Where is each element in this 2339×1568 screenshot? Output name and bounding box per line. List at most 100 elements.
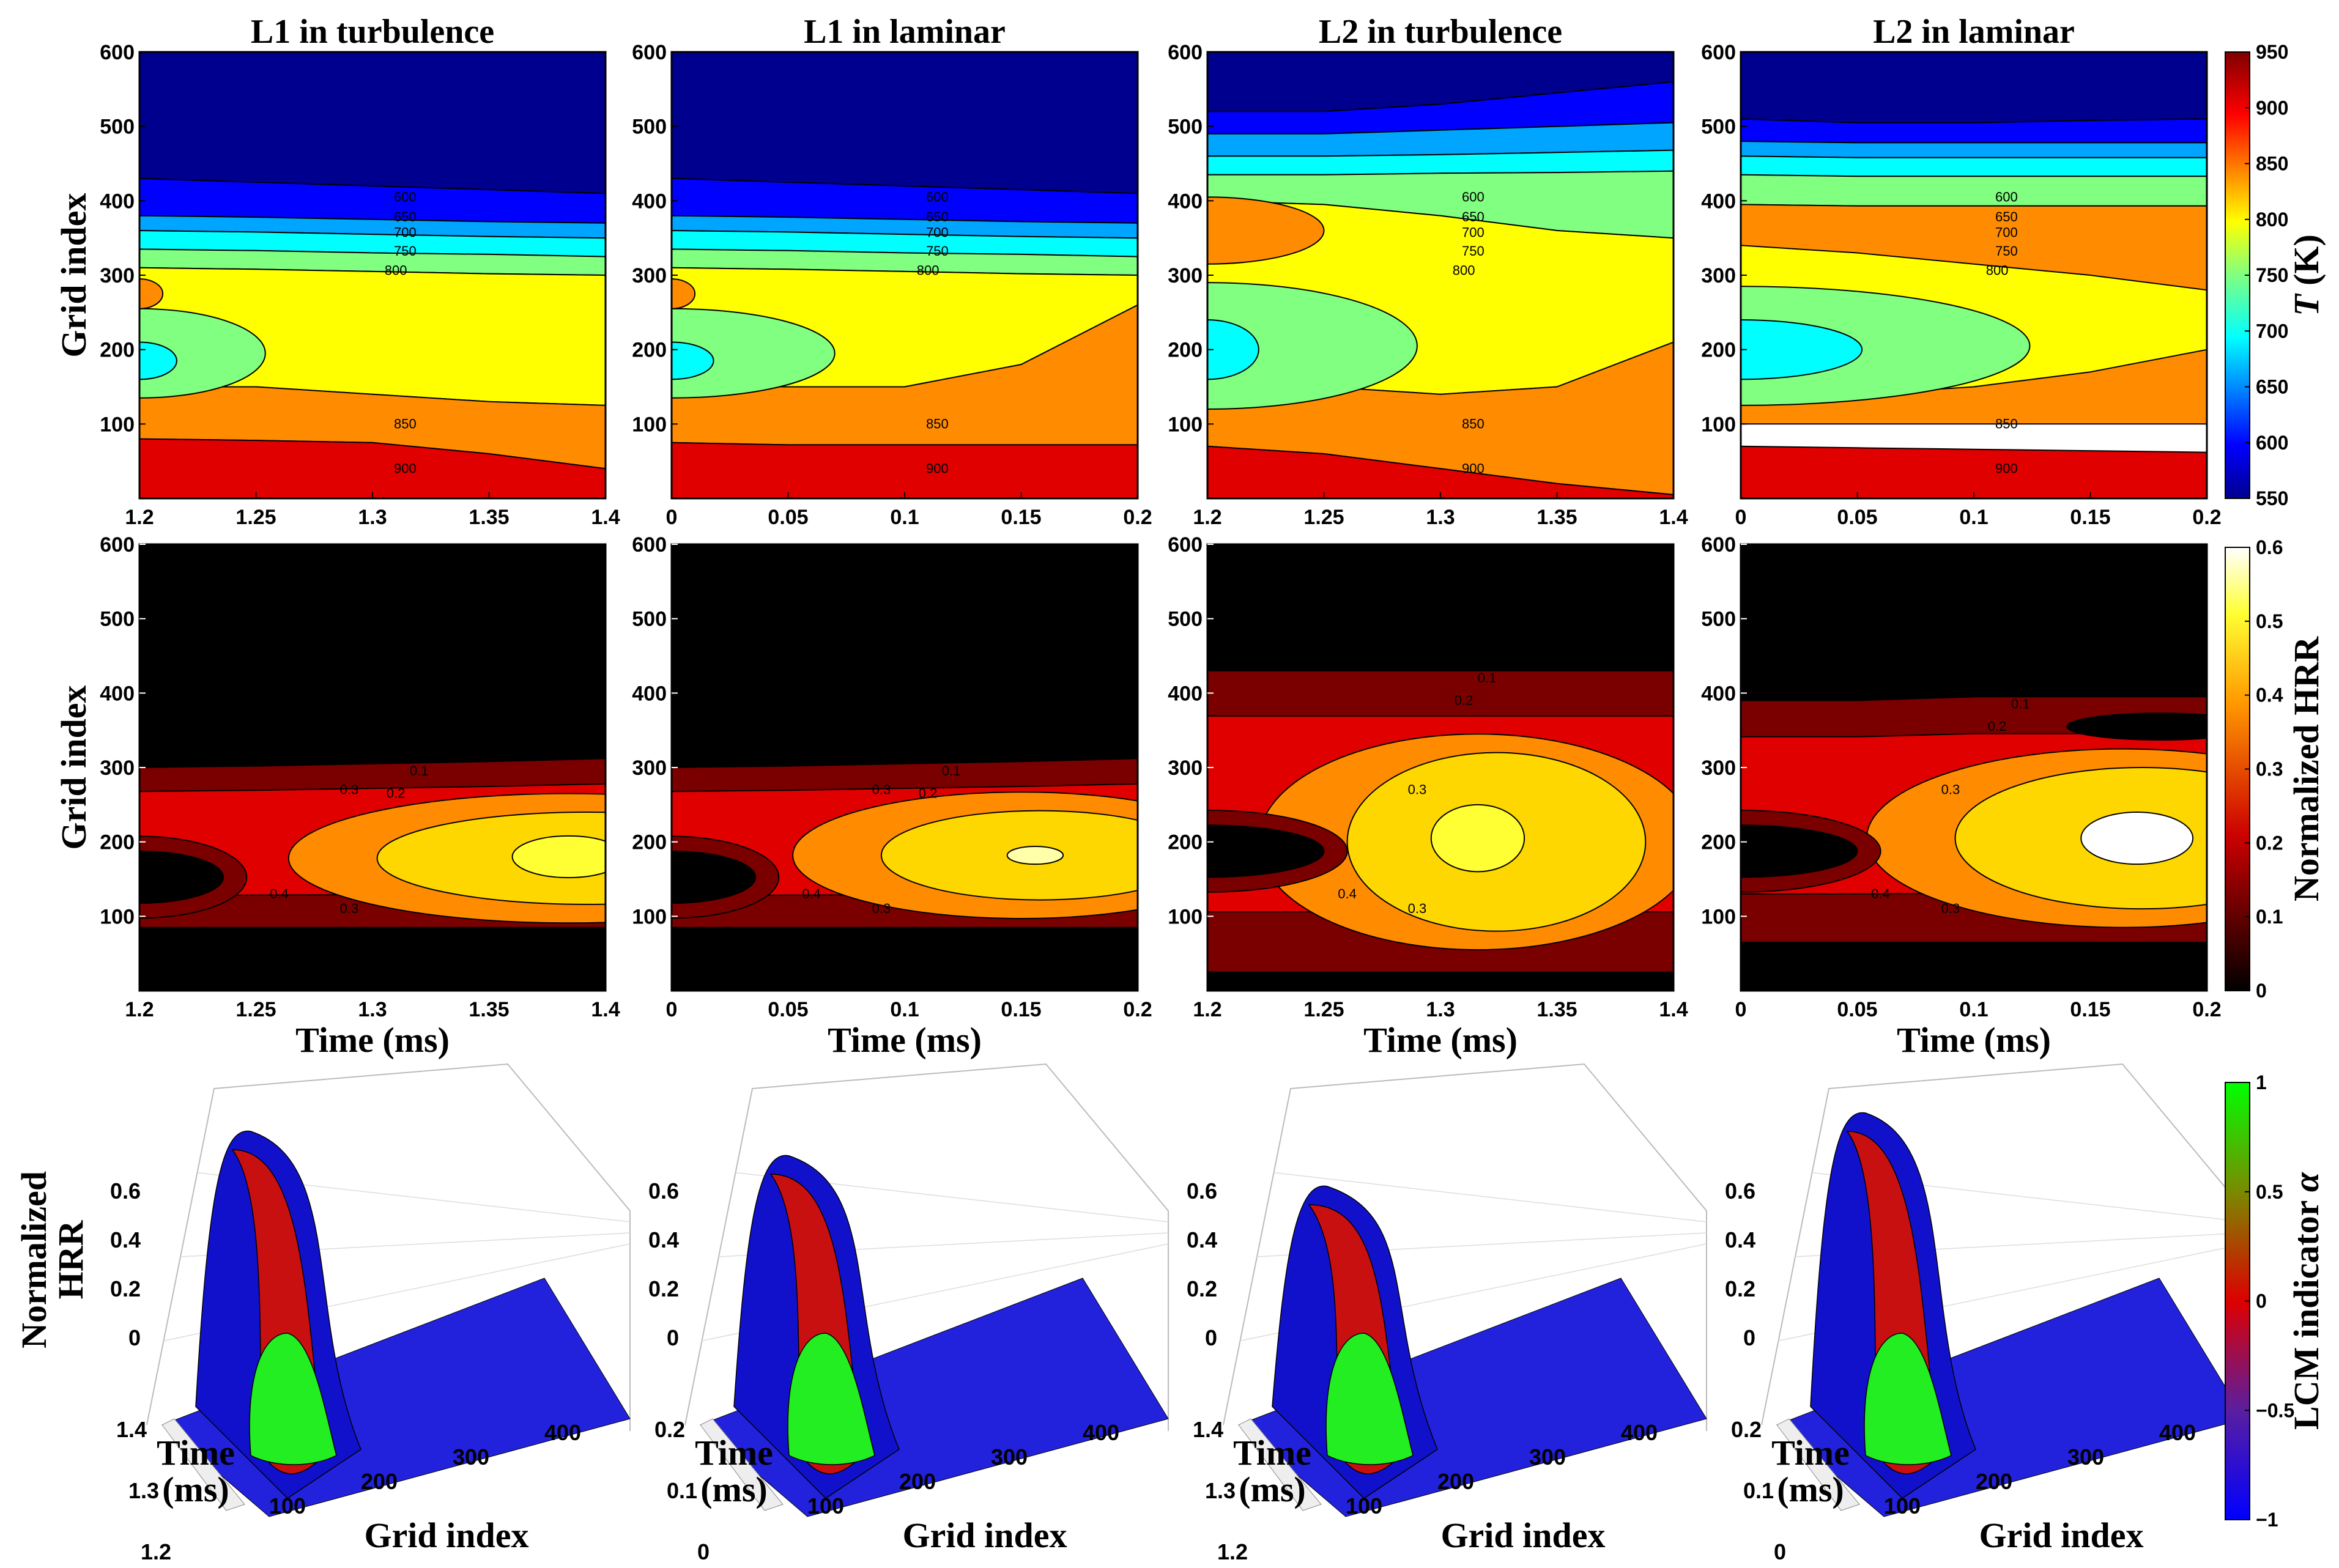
grid-tick-label: 400 bbox=[1083, 1420, 1119, 1445]
contour-label: 0.3 bbox=[1941, 901, 1960, 916]
grid-tick-label: 300 bbox=[2067, 1444, 2104, 1470]
contour-label: 0.2 bbox=[387, 786, 406, 801]
surface-green-region bbox=[249, 1333, 337, 1465]
y-tick-label: 600 bbox=[1168, 41, 1203, 64]
colorbar-label-text: LCM indicator bbox=[2286, 1192, 2326, 1430]
colorbar-tick-label: 0.4 bbox=[2256, 684, 2283, 706]
y-tick-label: 500 bbox=[1168, 608, 1203, 631]
y-tick-label: 200 bbox=[632, 339, 667, 362]
hrr-zone bbox=[376, 812, 606, 905]
temperature-band bbox=[1741, 52, 2207, 124]
colorbar: 1 0.5 0 −0.5 −1 LCM indicator α bbox=[2225, 1071, 2326, 1531]
y-tick-label: 100 bbox=[632, 413, 667, 436]
time-tick-label: 0.1 bbox=[667, 1478, 697, 1503]
panel-title: L1 in laminar bbox=[804, 13, 1006, 51]
x-tick-label: 0.15 bbox=[1001, 998, 1041, 1021]
y-tick-label: 600 bbox=[632, 41, 667, 64]
x-tick-label: 1.35 bbox=[1536, 506, 1577, 529]
time-tick-label: 0.1 bbox=[1743, 1478, 1774, 1503]
temperature-band bbox=[672, 52, 1138, 194]
grid-tick-label: 300 bbox=[991, 1444, 1028, 1470]
colorbar-tick-label: 800 bbox=[2256, 209, 2288, 231]
temperature-band bbox=[1741, 174, 2207, 207]
x-tick-label: 1.2 bbox=[1193, 998, 1221, 1021]
temperature-island bbox=[1741, 319, 1863, 380]
hrr-peak bbox=[1006, 845, 1064, 865]
grid-line bbox=[1273, 1172, 1707, 1222]
colorbar-tick-label: 0 bbox=[2256, 1290, 2267, 1312]
temperature-band bbox=[1741, 445, 2207, 498]
z-tick-label: 0.2 bbox=[1187, 1276, 1217, 1301]
colorbar: 0.6 0.5 0.4 0.3 0.2 0.1 0 Normalized HRR bbox=[2225, 536, 2326, 1002]
contour-label: 0.3 bbox=[340, 901, 359, 916]
colorbar-tick-label: 550 bbox=[2256, 487, 2288, 509]
y-axis-label: Grid index bbox=[54, 193, 94, 357]
y-tick-label: 300 bbox=[100, 264, 135, 287]
z-tick-label: 0.6 bbox=[1725, 1178, 1755, 1204]
x-tick-label: 0 bbox=[666, 506, 678, 529]
panel-title: L2 in laminar bbox=[1873, 13, 2075, 51]
surface-panel-1: 0.6 0.4 0.2 0 1.4 1.3 1.2 100 200 300 400 Time(ms) G… bbox=[110, 1063, 631, 1564]
contour-label: 600 bbox=[926, 189, 949, 204]
contour-label: 700 bbox=[926, 225, 949, 240]
x-tick-label: 0.2 bbox=[1123, 506, 1152, 529]
x-tick-label: 1.3 bbox=[1426, 506, 1455, 529]
z-tick-label: 0.6 bbox=[648, 1178, 679, 1204]
y-tick-label: 400 bbox=[1701, 190, 1736, 213]
hrr-panel-4: 0.1 0.2 0.3 0.3 0.4 600 500 400 300 200 100 0 0.05 0.… bbox=[1701, 533, 2221, 1060]
grid-tick-label: 300 bbox=[1529, 1444, 1566, 1470]
x-tick-label: 1.2 bbox=[125, 506, 154, 529]
x-tick-label: 1.2 bbox=[125, 998, 154, 1021]
colorbar-label: Normalized HRR bbox=[2286, 636, 2326, 901]
contour-label: 600 bbox=[394, 189, 417, 204]
surface-grey-strip bbox=[1238, 1418, 1322, 1511]
time-tick-label: 0 bbox=[1774, 1539, 1786, 1564]
time-axis-label: Time bbox=[1233, 1433, 1311, 1473]
contour-label: 650 bbox=[926, 209, 949, 224]
time-axis-label: (ms) bbox=[162, 1470, 229, 1509]
hrr-panel-3: 0.1 0.2 0.3 0.3 0.4 600 500 400 300 200 100 1.2 1.25… bbox=[1168, 533, 1688, 1060]
contour-label: 900 bbox=[926, 460, 949, 476]
z-tick-label: 0 bbox=[1205, 1325, 1217, 1350]
colorbar-label: T (K) bbox=[2286, 234, 2326, 316]
y-tick-label: 600 bbox=[100, 533, 135, 557]
temperature-island bbox=[1207, 196, 1325, 265]
y-tick-label: 600 bbox=[1168, 533, 1203, 557]
colorbar-label-text: (K) bbox=[2286, 234, 2326, 294]
surface-grey-strip bbox=[161, 1418, 245, 1511]
time-tick-label: 1.3 bbox=[1205, 1478, 1236, 1503]
x-tick-label: 1.35 bbox=[469, 998, 509, 1021]
y-tick-label: 500 bbox=[100, 116, 135, 139]
colorbar-label-text: α bbox=[2286, 1172, 2326, 1192]
time-tick-label: 0.2 bbox=[1731, 1417, 1762, 1442]
x-tick-label: 1.4 bbox=[591, 998, 620, 1021]
x-axis-label: Time (ms) bbox=[1363, 1020, 1518, 1060]
z-tick-label: 0.6 bbox=[110, 1178, 141, 1204]
hrr-cold-core bbox=[139, 850, 224, 904]
x-tick-label: 0 bbox=[1735, 506, 1747, 529]
x-tick-label: 0.05 bbox=[1837, 506, 1877, 529]
z-axis-label: Normalized bbox=[14, 1171, 54, 1348]
z-tick-label: 0.2 bbox=[110, 1276, 141, 1301]
contour-label: 850 bbox=[926, 416, 949, 431]
x-tick-label: 0.1 bbox=[1959, 506, 1988, 529]
hrr-panel-2: 0.1 0.2 0.3 0.3 0.4 600 500 400 300 200 100 0 0.05 0.… bbox=[632, 533, 1152, 1060]
z-tick-label: 0.4 bbox=[648, 1227, 679, 1252]
y-tick-label: 400 bbox=[632, 190, 667, 213]
contour-label: 0.1 bbox=[942, 763, 961, 778]
colorbar-tick-label: 0.3 bbox=[2256, 758, 2283, 780]
x-axis-label: Time (ms) bbox=[295, 1020, 450, 1060]
x-tick-label: 0.05 bbox=[768, 998, 808, 1021]
time-tick-label: 1.4 bbox=[1193, 1417, 1223, 1442]
z-tick-label: 0.6 bbox=[1187, 1178, 1217, 1204]
temperature-island bbox=[672, 308, 836, 399]
hrr-peak bbox=[2080, 812, 2194, 865]
grid-tick-label: 200 bbox=[899, 1469, 936, 1494]
contour-label: 750 bbox=[394, 243, 417, 259]
time-axis-label: Time bbox=[1771, 1433, 1850, 1473]
x-tick-label: 1.25 bbox=[1303, 506, 1344, 529]
x-tick-label: 1.4 bbox=[1659, 998, 1688, 1021]
colorbar-tick-label: −0.5 bbox=[2256, 1399, 2294, 1421]
